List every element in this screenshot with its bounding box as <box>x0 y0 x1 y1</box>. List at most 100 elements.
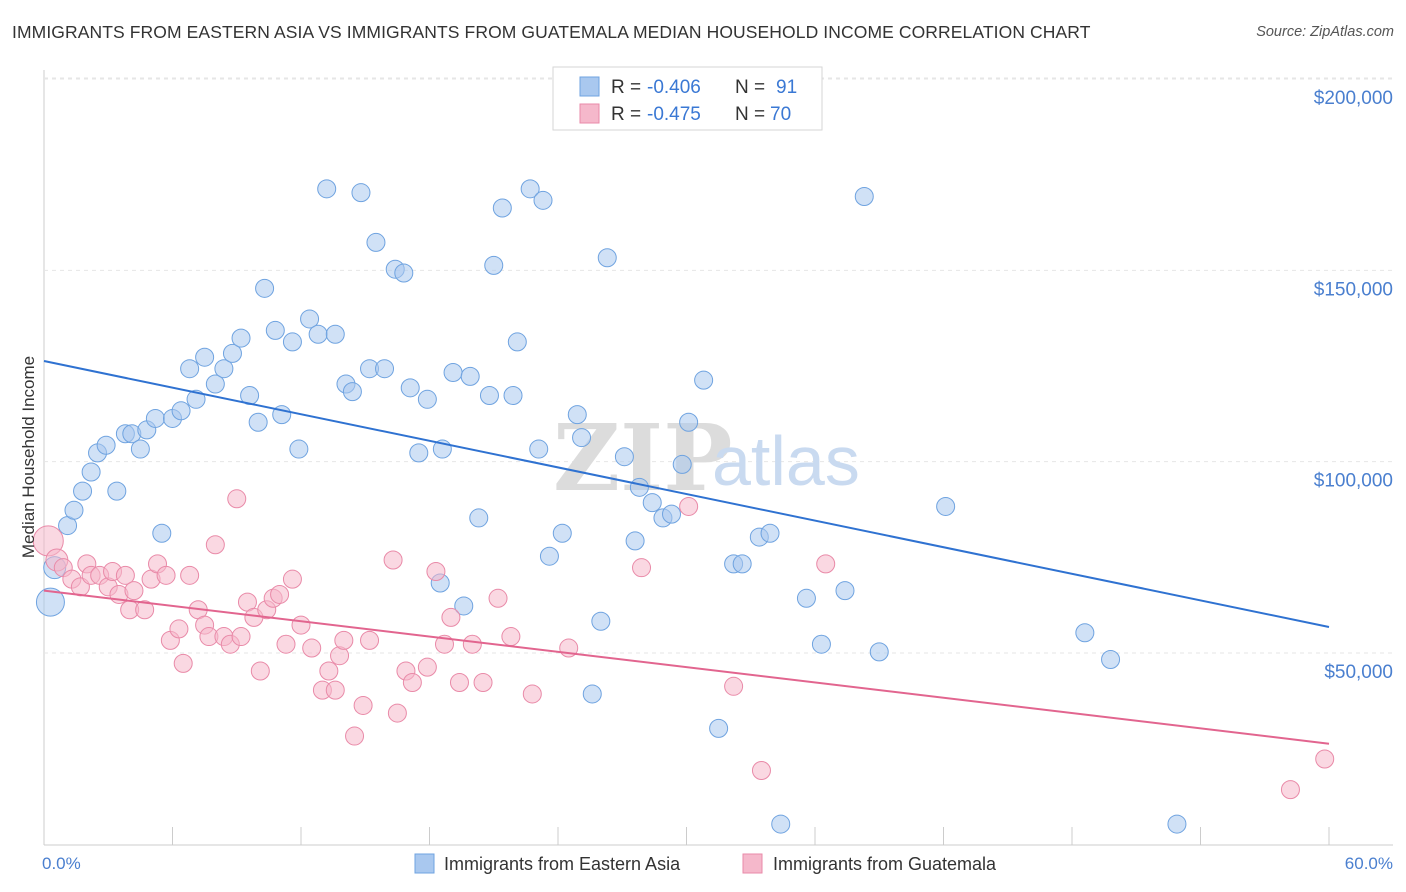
legend-swatch-guatemala <box>579 103 600 124</box>
guatemala-point <box>360 630 380 650</box>
x-tick-label-min: 0.0% <box>42 854 81 873</box>
eastern-asia-point <box>35 587 65 617</box>
legend-r-value-1: -0.406 <box>647 77 701 98</box>
eastern-asia-point <box>1075 623 1095 643</box>
eastern-asia-point <box>231 328 251 348</box>
eastern-asia-point <box>582 684 602 704</box>
eastern-asia-point <box>73 481 93 501</box>
eastern-asia-point <box>484 255 504 275</box>
y-axis-label: Median Household Income <box>19 356 38 558</box>
eastern-asia-point <box>694 370 714 390</box>
eastern-asia-point <box>214 359 234 379</box>
eastern-asia-point <box>1167 814 1187 834</box>
guatemala-point <box>441 607 461 627</box>
guatemala-point <box>115 565 135 585</box>
eastern-asia-point <box>591 611 611 631</box>
eastern-asia-point <box>317 179 337 199</box>
guatemala-point <box>679 496 699 516</box>
eastern-asia-point <box>507 332 527 352</box>
eastern-asia-point <box>409 443 429 463</box>
legend-bottom-label-eastern-asia: Immigrants from Eastern Asia <box>444 854 681 874</box>
eastern-asia-point <box>180 359 200 379</box>
guatemala-point <box>173 653 193 673</box>
guatemala-point <box>156 565 176 585</box>
eastern-asia-point <box>503 385 523 405</box>
guatemala-point <box>353 695 373 715</box>
eastern-asia-point <box>64 500 84 520</box>
eastern-asia-point <box>625 531 645 551</box>
eastern-asia-point <box>454 596 474 616</box>
chart-title: IMMIGRANTS FROM EASTERN ASIA VS IMMIGRAN… <box>12 22 1091 42</box>
guatemala-point <box>250 661 270 681</box>
eastern-asia-point <box>152 523 172 543</box>
x-tick-label-max: 60.0% <box>1345 854 1393 873</box>
guatemala-point <box>632 558 652 578</box>
legend-bottom-swatch-eastern-asia <box>414 853 435 874</box>
eastern-asia-point <box>1101 650 1121 670</box>
eastern-asia-point <box>709 718 729 738</box>
source-credit: Source: ZipAtlas.com <box>1256 24 1394 40</box>
eastern-asia-point <box>282 332 302 352</box>
eastern-asia-point <box>552 523 572 543</box>
guatemala-point <box>270 584 290 604</box>
eastern-asia-point <box>771 814 791 834</box>
guatemala-point <box>334 630 354 650</box>
eastern-asia-point <box>248 412 268 432</box>
legend-bottom-swatch-guatemala <box>742 853 763 874</box>
eastern-asia-point <box>520 179 540 199</box>
eastern-asia-point <box>186 389 206 409</box>
eastern-asia-point <box>96 435 116 455</box>
eastern-asia-point <box>443 363 463 383</box>
guatemala-point <box>402 672 422 692</box>
guatemala-point <box>417 657 437 677</box>
eastern-asia-point <box>662 504 682 524</box>
legend-n-value-1: 91 <box>776 77 797 98</box>
guatemala-point <box>180 565 200 585</box>
eastern-asia-point <box>325 324 345 344</box>
series-eastern-asia-points <box>35 179 1187 834</box>
guatemala-trend-line <box>43 589 1330 745</box>
legend-r-value-2: -0.475 <box>647 104 701 125</box>
guatemala-point <box>231 627 251 647</box>
eastern-asia-point <box>130 439 150 459</box>
guatemala-point <box>276 634 296 654</box>
trend-lines <box>43 360 1330 745</box>
eastern-asia-trend-line <box>43 360 1330 628</box>
guatemala-point <box>383 550 403 570</box>
y-tick-label-50000: $50,000 <box>1324 662 1393 683</box>
eastern-asia-point <box>811 634 831 654</box>
eastern-asia-point <box>539 546 559 566</box>
guatemala-point <box>387 703 407 723</box>
eastern-asia-point <box>672 454 692 474</box>
eastern-asia-point <box>572 428 592 448</box>
eastern-asia-point <box>342 382 362 402</box>
legend-n-label-2: N = <box>735 104 765 125</box>
eastern-asia-point <box>614 447 634 467</box>
eastern-asia-point <box>936 496 956 516</box>
y-tick-label-100000: $100,000 <box>1314 471 1393 492</box>
guatemala-point <box>1280 780 1300 800</box>
eastern-asia-point <box>460 366 480 386</box>
eastern-asia-point <box>732 554 752 574</box>
eastern-asia-point <box>492 198 512 218</box>
eastern-asia-point <box>375 359 395 379</box>
x-tick-marks <box>43 827 1330 845</box>
eastern-asia-point <box>205 374 225 394</box>
eastern-asia-point <box>300 309 320 329</box>
eastern-asia-point <box>533 190 553 210</box>
guatemala-point <box>135 600 155 620</box>
eastern-asia-point <box>629 477 649 497</box>
eastern-asia-point <box>145 408 165 428</box>
watermark-atlas: atlas <box>712 422 860 500</box>
eastern-asia-point <box>679 412 699 432</box>
series-guatemala-points <box>32 489 1335 800</box>
guatemala-point <box>319 661 339 681</box>
legend-r-label-1: R = <box>611 77 641 98</box>
guatemala-point <box>345 726 365 746</box>
legend-r-label-2: R = <box>611 104 641 125</box>
guatemala-point <box>522 684 542 704</box>
eastern-asia-point <box>469 508 489 528</box>
guatemala-point <box>1315 749 1335 769</box>
guatemala-point <box>473 672 493 692</box>
legend-bottom-label-guatemala: Immigrants from Guatemala <box>773 854 997 874</box>
